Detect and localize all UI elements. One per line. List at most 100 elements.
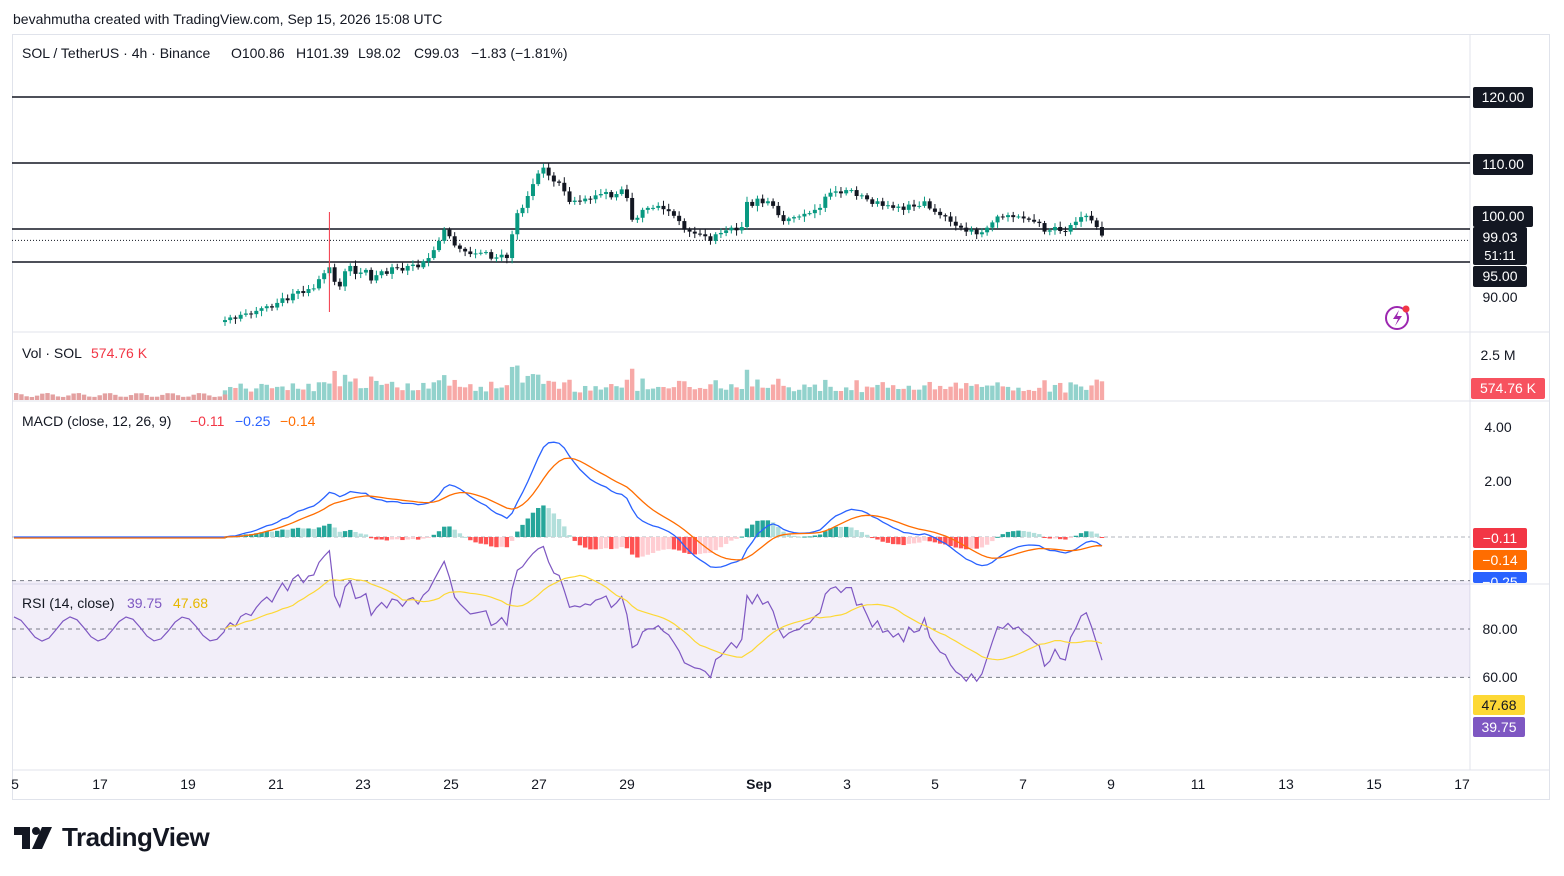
macd-histogram-bar <box>541 505 546 537</box>
macd-histogram-bar <box>943 537 948 545</box>
candle-body <box>290 293 295 301</box>
candle-body <box>624 189 629 198</box>
volume-bar <box>457 386 463 400</box>
candle-body <box>395 267 400 269</box>
candle-body <box>504 254 509 259</box>
time-axis[interactable]: 5 17 19 21 23 25 27 29 Sep 3 5 7 9 11 13 15 17 <box>11 776 1470 792</box>
candle-body <box>405 265 410 271</box>
candle-body <box>546 167 551 176</box>
macd-histogram-bar <box>671 537 677 550</box>
volume-bar <box>316 382 322 400</box>
volume-bar <box>348 381 353 400</box>
horizontal-levels[interactable] <box>12 96 1470 263</box>
price-tick: 90.00 <box>1482 289 1517 305</box>
candle-body <box>985 227 990 233</box>
volume-bar <box>478 386 483 400</box>
volume-bar <box>880 382 885 400</box>
macd-hist-tag <box>1473 528 1527 548</box>
candle-body <box>671 211 676 216</box>
macd-histogram-bar <box>468 537 473 541</box>
candle-body <box>990 222 995 228</box>
macd-histogram-bar <box>473 537 478 543</box>
macd-histogram-bar <box>478 537 483 544</box>
candle-body <box>1073 221 1078 226</box>
volume-bar <box>885 387 891 400</box>
volume-bar <box>729 384 734 400</box>
candle-body <box>917 205 922 207</box>
volume-bar <box>113 394 118 400</box>
candle-body <box>452 236 457 246</box>
candle-body <box>729 227 734 231</box>
time-tick: Sep <box>746 776 772 792</box>
macd-histogram-bar <box>750 524 755 537</box>
volume-bar <box>807 387 812 400</box>
volume-bar <box>536 374 541 400</box>
tradingview-logo[interactable]: TradingView <box>14 822 210 853</box>
candle-body <box>1006 215 1010 218</box>
volume-bar <box>739 388 744 400</box>
macd-histogram-bar <box>958 537 964 549</box>
macd-histogram-bar <box>1042 537 1047 538</box>
volume-bar <box>1037 387 1042 400</box>
macd-histogram-bar <box>656 537 661 551</box>
time-tick: 5 <box>931 776 939 792</box>
candle-body <box>301 291 306 294</box>
macd-histogram-bar <box>1016 530 1021 537</box>
macd-histogram-bar <box>640 537 645 557</box>
volume-bar <box>786 387 791 400</box>
candle-body <box>510 234 515 259</box>
candle-body <box>421 261 426 268</box>
candle-body <box>896 206 901 208</box>
volume-bar <box>384 383 390 400</box>
macd-histogram-bar <box>875 537 880 540</box>
volume-bar <box>770 384 776 400</box>
volume-bar <box>92 396 97 400</box>
macd-histogram-bar <box>734 537 739 539</box>
macd-axis-tick: 2.00 <box>1484 473 1511 489</box>
price-tick: 95.00 <box>1482 268 1517 284</box>
macd-histogram-bar <box>645 537 651 555</box>
volume-bar <box>650 388 656 400</box>
macd-histogram-bar <box>760 520 765 537</box>
candle-body <box>838 191 843 194</box>
volume-bar <box>102 393 108 400</box>
macd-line-tag-clip: −0.25 <box>1482 574 1518 583</box>
candle-body <box>870 199 875 204</box>
macd-histogram-bar <box>290 528 296 537</box>
candle-body <box>567 191 572 202</box>
volume-bar <box>144 395 149 400</box>
time-tick: 17 <box>92 776 108 792</box>
brand-name: TradingView <box>62 822 210 852</box>
candle-body <box>604 192 609 195</box>
volume-bar <box>452 379 457 400</box>
volume-bar <box>332 370 337 400</box>
candle-body <box>541 167 546 174</box>
volume-bar <box>447 385 452 400</box>
candle-body <box>609 192 614 198</box>
price-tick: 120.00 <box>1482 89 1525 105</box>
rsi-legend: RSI (14, close) 39.75 47.68 <box>22 595 208 611</box>
volume-bar <box>207 395 212 400</box>
volume-bar <box>776 378 781 400</box>
volume-bar <box>953 382 958 400</box>
macd-histogram-bar <box>922 537 927 541</box>
candle-body <box>906 204 911 210</box>
current-price: 99.03 <box>1482 229 1517 245</box>
candle-body <box>269 306 274 308</box>
volume-bar <box>1099 381 1105 400</box>
volume-bars <box>14 365 1105 400</box>
macd-histogram-bar <box>368 537 374 539</box>
macd-histogram-bar <box>1031 532 1037 537</box>
volume-bar <box>911 389 917 400</box>
lightning-alert-icon[interactable] <box>1385 305 1410 330</box>
volume-bar <box>896 389 901 400</box>
price-axis[interactable]: 120.00 110.00 100.00 99.03 51:11 95.00 9… <box>1473 87 1533 305</box>
candle-body <box>938 211 943 216</box>
volume-bar <box>290 383 296 400</box>
candle-body <box>473 253 478 255</box>
candle-body <box>708 236 713 241</box>
level-tag-110 <box>1473 154 1533 175</box>
candle-body <box>551 175 556 182</box>
volume-bar <box>635 390 640 400</box>
